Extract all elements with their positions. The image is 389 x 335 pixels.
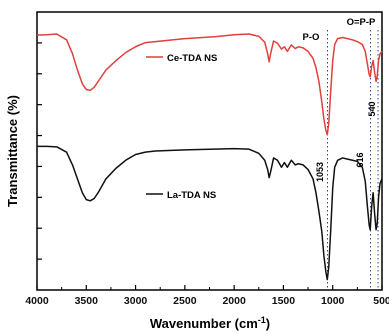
marker-lines [326, 30, 379, 290]
y-ticks [37, 42, 42, 260]
annotation-po: P-O [303, 32, 320, 43]
x-axis-label-close: ) [266, 316, 270, 331]
x-tick-label: 2500 [173, 295, 197, 307]
legend-ce-label: Ce-TDA NS [167, 53, 217, 64]
annotation-540: 540 [367, 101, 377, 116]
series-ce-tda-line [36, 33, 383, 136]
x-tick-label: 3500 [75, 295, 99, 307]
x-tick-label: 1000 [321, 295, 345, 307]
legend-ce: Ce-TDA NS [146, 53, 217, 64]
x-tick-label: 3000 [124, 295, 148, 307]
y-axis-label: Transmittance (%) [5, 95, 20, 207]
x-axis-label-main: Wavenumber (cm [150, 316, 258, 331]
x-axis-label: Wavenumber (cm-1) [150, 315, 270, 331]
x-tick-label: 500 [373, 295, 389, 307]
annotation-opp: O=P-P [347, 17, 376, 28]
series-lines [36, 33, 383, 281]
x-ticks: 4000 3500 3000 2500 2000 1500 1000 500 [25, 285, 389, 307]
series-la-tda-line [37, 145, 383, 281]
legend-la-label: La-TDA NS [167, 190, 216, 201]
legend-la: La-TDA NS [146, 190, 216, 201]
annotation-1053: 1053 [315, 162, 325, 182]
x-tick-label: 2000 [222, 295, 246, 307]
x-axis-label-sup: -1 [258, 315, 266, 325]
x-tick-label: 4000 [25, 295, 49, 307]
annotation-616: 616 [355, 152, 365, 167]
x-tick-label: 1500 [272, 295, 296, 307]
